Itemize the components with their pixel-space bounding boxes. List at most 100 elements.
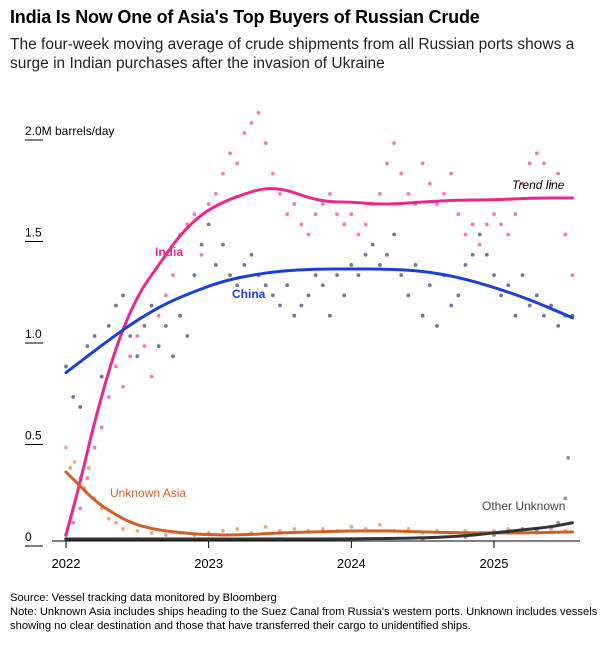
india-point: [85, 476, 90, 480]
china-point: [335, 273, 339, 277]
china-point: [156, 344, 161, 349]
china-trend-line: [64, 267, 574, 375]
india-point: [221, 171, 225, 176]
unknown-asia-point: [163, 533, 168, 537]
india-point: [92, 445, 97, 450]
india-point: [114, 364, 118, 369]
india-point: [213, 192, 218, 196]
india-point: [470, 222, 475, 227]
china-point: [328, 313, 332, 318]
india-point: [156, 313, 161, 318]
china-point: [456, 293, 461, 298]
india-point: [99, 425, 104, 430]
unknown-asia-point: [86, 466, 91, 470]
india-point: [242, 131, 247, 135]
china-point: [306, 293, 311, 298]
china-point: [385, 252, 389, 257]
china-point: [520, 273, 525, 277]
unknown-asia-point: [377, 522, 382, 527]
india-point: [292, 202, 297, 206]
india-point: [349, 212, 354, 217]
india-point: [542, 161, 546, 166]
india-trend-line: [64, 187, 574, 537]
india-point: [342, 222, 347, 227]
china-point: [71, 395, 76, 399]
china-point: [313, 273, 318, 277]
china-point: [163, 323, 168, 328]
china-point: [135, 354, 140, 359]
china-point: [435, 323, 439, 328]
unknown-asia-point: [320, 526, 325, 531]
china-point: [249, 252, 254, 257]
china-point: [114, 303, 118, 308]
china-point: [299, 303, 304, 308]
unknown-asia-point: [235, 526, 240, 531]
india-point: [484, 222, 489, 227]
unknown-asia-point: [221, 528, 225, 533]
china-point: [342, 293, 347, 298]
india-point: [121, 384, 125, 389]
india-point: [392, 141, 397, 146]
china-point: [349, 263, 354, 267]
china-point: [85, 344, 90, 349]
china-point: [463, 263, 468, 267]
other-unknown-point: [563, 496, 568, 501]
india-point: [335, 212, 339, 217]
unknown-asia-point: [135, 528, 140, 533]
china-point: [292, 313, 297, 318]
china-point: [206, 222, 211, 227]
y-tick-label: 1.5: [25, 226, 42, 240]
china-point: [185, 334, 190, 338]
india-point: [249, 120, 254, 125]
india-point: [570, 273, 575, 277]
china-point: [556, 323, 561, 328]
other-unknown-trend-line: [64, 521, 574, 541]
trend-line-label: Trend line: [512, 178, 565, 192]
india-label: India: [155, 245, 183, 259]
india-point: [142, 344, 147, 349]
china-point: [534, 293, 539, 298]
india-point: [306, 232, 311, 237]
china-point: [106, 323, 111, 328]
india-point: [278, 192, 282, 196]
india-point: [78, 506, 83, 511]
india-point: [442, 192, 446, 196]
china-point: [477, 232, 482, 237]
india-point: [520, 181, 525, 186]
china-point: [427, 283, 432, 288]
india-point: [263, 141, 268, 146]
china-point: [420, 313, 425, 318]
china-point: [78, 405, 83, 409]
unknown-asia-point: [349, 524, 354, 529]
china-point: [270, 293, 275, 298]
unknown-asia-label: Unknown Asia: [110, 486, 186, 500]
china-point: [549, 303, 553, 308]
china-point: [142, 323, 147, 328]
india-point: [135, 334, 140, 338]
china-point: [178, 313, 183, 318]
china-point: [221, 242, 225, 247]
india-point: [406, 192, 411, 196]
india-point: [149, 374, 154, 379]
china-point: [228, 273, 232, 277]
china-point: [64, 364, 68, 369]
china-point: [263, 283, 268, 288]
india-point: [228, 151, 232, 156]
footnote: Note: Unknown Asia includes ships headin…: [10, 606, 598, 632]
x-tick-label: 2023: [194, 556, 223, 571]
india-point: [235, 161, 240, 166]
china-point: [92, 334, 97, 338]
x-tick-label: 2025: [480, 556, 509, 571]
x-tick-label: 2022: [52, 556, 81, 571]
china-point: [484, 252, 489, 257]
india-point: [513, 212, 518, 217]
china-point: [171, 354, 175, 359]
y-tick-label: 0: [25, 530, 32, 544]
chart-footer: Source: Vessel tracking data monitored b…: [10, 591, 606, 633]
china-point: [99, 374, 104, 379]
china-point: [199, 242, 204, 247]
india-point: [549, 181, 553, 186]
china-point: [320, 283, 325, 288]
india-point: [527, 161, 532, 166]
